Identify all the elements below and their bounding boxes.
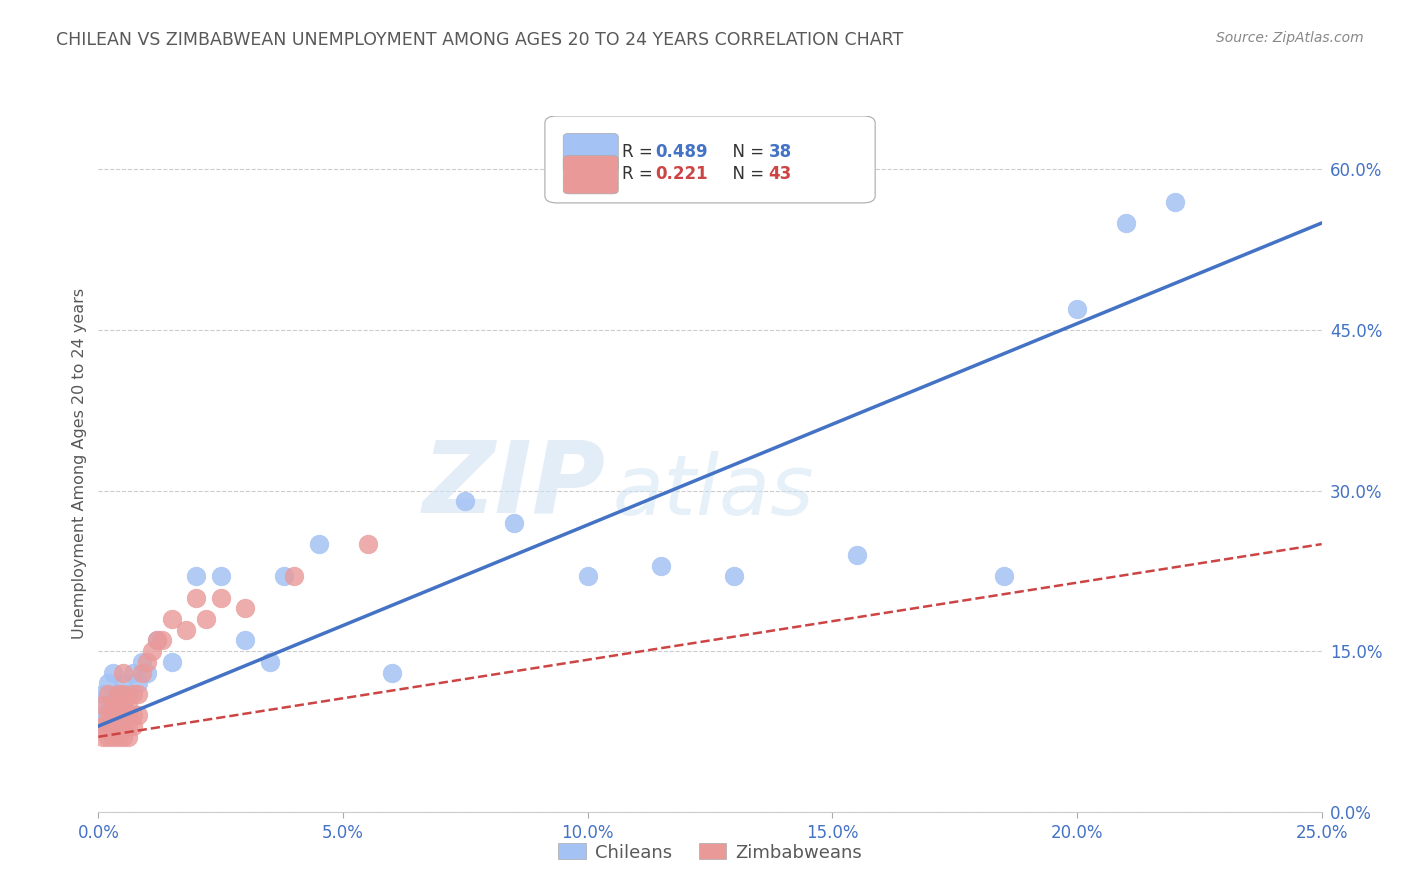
Point (117, 719, 139, 733)
Point (111, 665, 134, 680)
Point (993, 569, 1015, 583)
Point (121, 708, 143, 723)
Point (576, 569, 599, 583)
Point (111, 719, 134, 733)
Point (111, 698, 134, 712)
Point (107, 708, 129, 723)
Point (195, 612, 218, 626)
Point (101, 719, 124, 733)
Point (127, 708, 149, 723)
Point (107, 687, 129, 701)
Point (121, 665, 143, 680)
Point (91, 687, 114, 701)
Point (845, 548, 868, 562)
Point (127, 687, 149, 701)
Point (117, 698, 139, 712)
Point (97, 698, 120, 712)
Point (136, 665, 159, 680)
FancyBboxPatch shape (564, 133, 619, 171)
Point (91, 708, 114, 723)
Point (176, 623, 198, 637)
Point (101, 698, 124, 712)
Text: Source: ZipAtlas.com: Source: ZipAtlas.com (1216, 31, 1364, 45)
Text: N =: N = (723, 165, 769, 184)
Point (273, 569, 295, 583)
Point (111, 719, 134, 733)
Point (381, 665, 404, 680)
Point (650, 558, 672, 573)
Point (111, 698, 134, 712)
Point (160, 655, 183, 669)
Point (107, 730, 129, 744)
Point (146, 633, 169, 648)
Point (111, 687, 134, 701)
Y-axis label: Unemployment Among Ages 20 to 24 years: Unemployment Among Ages 20 to 24 years (72, 288, 87, 640)
Point (111, 708, 134, 723)
Text: 0.221: 0.221 (655, 165, 707, 184)
Point (186, 591, 208, 605)
Point (97, 719, 120, 733)
Point (97, 719, 120, 733)
Point (127, 676, 149, 690)
Point (150, 633, 173, 648)
Point (101, 698, 124, 712)
Point (1164, 194, 1187, 209)
Point (91, 698, 114, 712)
Point (141, 644, 163, 658)
Point (97, 687, 120, 701)
Point (454, 494, 477, 508)
Point (97, 730, 120, 744)
Point (107, 687, 129, 701)
Point (186, 569, 208, 583)
Point (111, 730, 134, 744)
Point (121, 719, 143, 733)
Point (1066, 301, 1088, 316)
Point (101, 719, 124, 733)
Point (209, 591, 232, 605)
Point (1115, 216, 1137, 230)
Point (101, 730, 124, 744)
Point (91, 719, 114, 733)
Point (107, 719, 129, 733)
Point (117, 708, 139, 723)
Point (101, 665, 124, 680)
Text: ZIP: ZIP (423, 436, 606, 533)
Point (131, 655, 153, 669)
Point (97, 676, 120, 690)
Point (107, 708, 129, 723)
Point (503, 516, 526, 530)
Text: 38: 38 (769, 143, 792, 161)
Point (121, 687, 143, 701)
Point (111, 676, 134, 690)
Point (308, 537, 330, 551)
Point (131, 665, 153, 680)
Point (723, 569, 745, 583)
Text: R =: R = (621, 165, 658, 184)
Point (101, 708, 124, 723)
Text: atlas: atlas (612, 451, 814, 533)
Text: 0.489: 0.489 (655, 143, 707, 161)
Legend: Chileans, Zimbabweans: Chileans, Zimbabweans (551, 836, 869, 869)
FancyBboxPatch shape (564, 155, 619, 194)
Text: R =: R = (621, 143, 658, 161)
Point (136, 655, 159, 669)
Text: CHILEAN VS ZIMBABWEAN UNEMPLOYMENT AMONG AGES 20 TO 24 YEARS CORRELATION CHART: CHILEAN VS ZIMBABWEAN UNEMPLOYMENT AMONG… (56, 31, 904, 49)
Text: 43: 43 (769, 165, 792, 184)
Point (97, 708, 120, 723)
Point (209, 569, 232, 583)
Point (233, 601, 256, 615)
Point (160, 612, 183, 626)
FancyBboxPatch shape (546, 116, 875, 203)
Point (233, 633, 256, 648)
Point (146, 633, 169, 648)
Point (356, 537, 378, 551)
Point (117, 730, 139, 744)
Point (117, 687, 139, 701)
Point (259, 655, 281, 669)
Point (283, 569, 305, 583)
Point (91, 730, 114, 744)
Point (117, 708, 139, 723)
Text: N =: N = (723, 143, 769, 161)
